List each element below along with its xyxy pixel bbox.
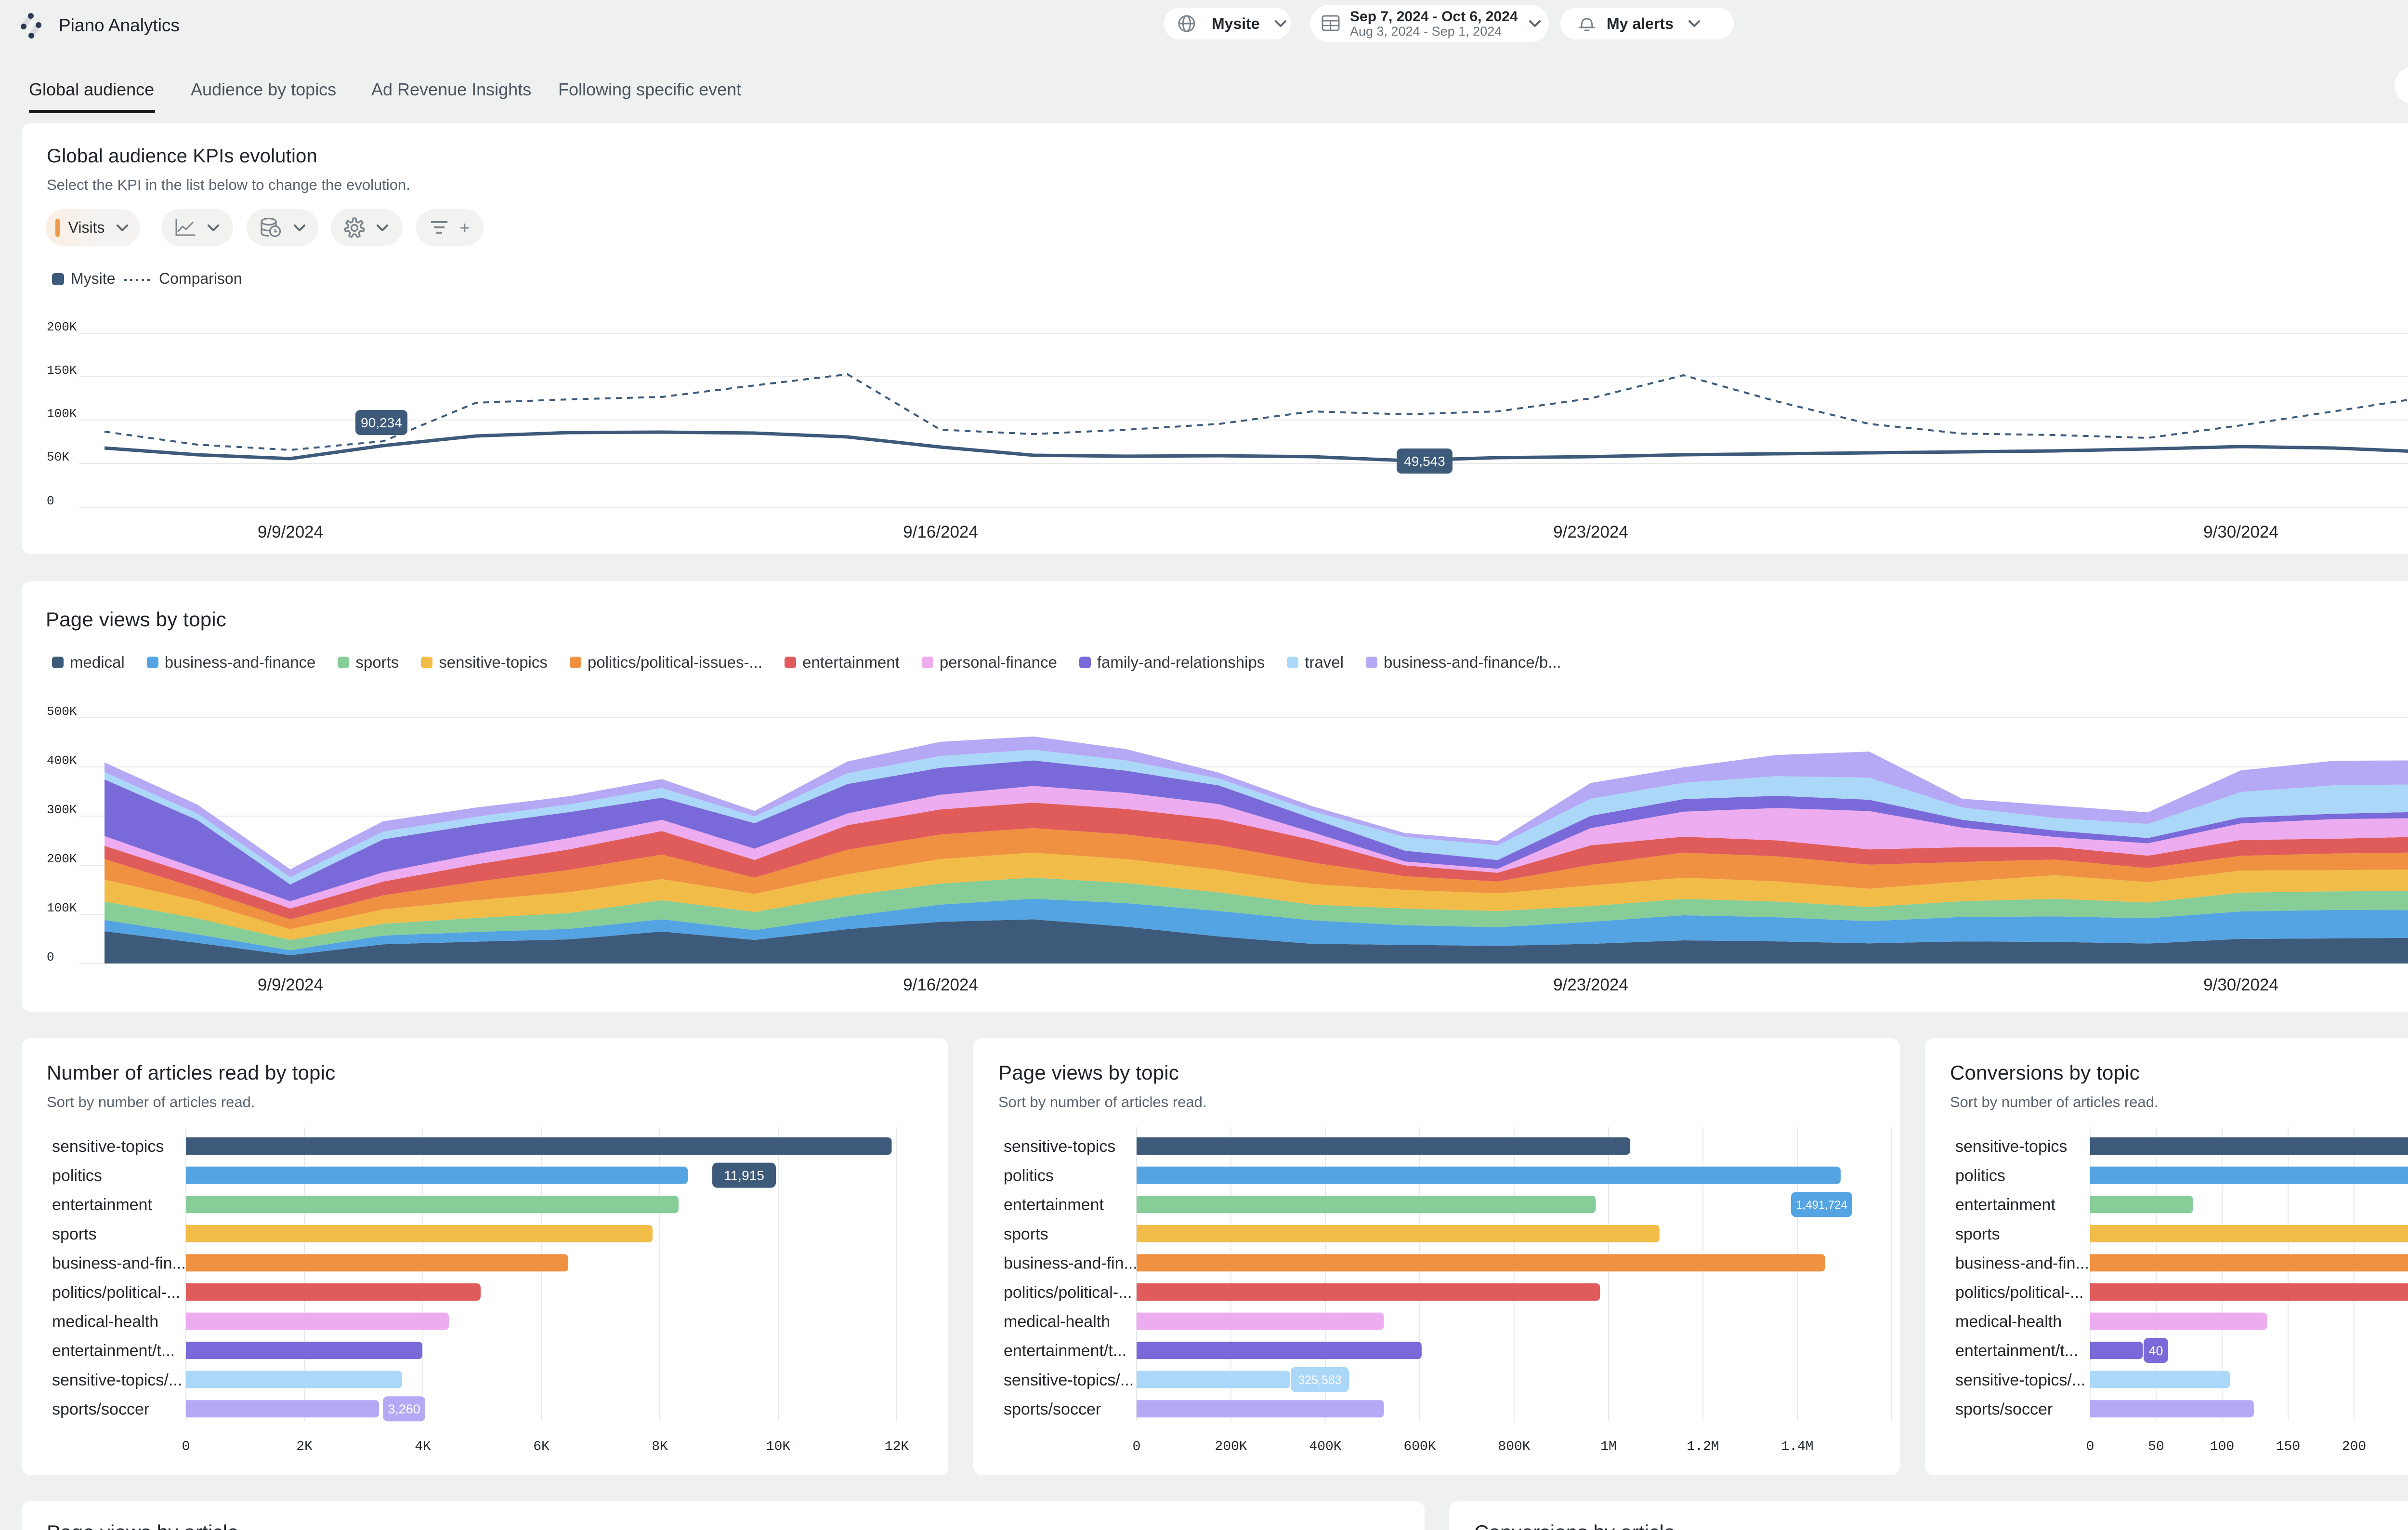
svg-text:100K: 100K (47, 901, 77, 915)
svg-text:100: 100 (2210, 1439, 2234, 1454)
svg-text:entertainment/t...: entertainment/t... (52, 1342, 175, 1360)
svg-text:1.4M: 1.4M (1781, 1439, 1813, 1454)
svg-text:9/16/2024: 9/16/2024 (903, 976, 978, 994)
svg-text:entertainment/t...: entertainment/t... (1004, 1342, 1126, 1360)
svg-text:entertainment: entertainment (52, 1196, 152, 1214)
svg-text:sports: sports (52, 1225, 97, 1243)
svg-text:sports: sports (1955, 1225, 2000, 1243)
svg-text:200K: 200K (47, 320, 77, 334)
svg-text:sports/soccer: sports/soccer (1955, 1400, 2053, 1418)
svg-text:medical-health: medical-health (1955, 1313, 2062, 1331)
svg-text:politics: politics (52, 1167, 102, 1185)
svg-text:sports/soccer: sports/soccer (1004, 1400, 1101, 1418)
svg-text:12K: 12K (885, 1439, 909, 1454)
svg-text:9/30/2024: 9/30/2024 (2203, 523, 2278, 541)
svg-text:0: 0 (182, 1439, 190, 1454)
svg-text:2K: 2K (296, 1439, 313, 1454)
svg-text:10K: 10K (766, 1439, 791, 1454)
svg-text:sensitive-topics: sensitive-topics (1004, 1137, 1115, 1156)
svg-text:entertainment: entertainment (1004, 1196, 1104, 1214)
svg-text:politics: politics (1004, 1167, 1054, 1185)
svg-text:0: 0 (2086, 1439, 2094, 1454)
svg-text:0: 0 (47, 494, 54, 508)
svg-text:325,583: 325,583 (1298, 1373, 1341, 1387)
svg-text:500K: 500K (47, 704, 77, 719)
svg-text:medical-health: medical-health (1004, 1313, 1110, 1331)
svg-text:150: 150 (2276, 1439, 2300, 1454)
svg-text:300K: 300K (47, 803, 77, 817)
svg-text:6K: 6K (533, 1439, 550, 1454)
svg-text:9/23/2024: 9/23/2024 (1553, 523, 1628, 541)
svg-text:40: 40 (2148, 1344, 2163, 1358)
svg-text:9/30/2024: 9/30/2024 (2203, 976, 2278, 994)
svg-text:9/23/2024: 9/23/2024 (1553, 976, 1628, 994)
svg-text:8K: 8K (652, 1439, 668, 1454)
svg-text:sports: sports (1004, 1225, 1048, 1243)
svg-text:800K: 800K (1498, 1439, 1530, 1454)
svg-text:politics/political-...: politics/political-... (1955, 1283, 2083, 1302)
svg-text:200: 200 (2342, 1439, 2366, 1454)
svg-text:sensitive-topics/...: sensitive-topics/... (1004, 1371, 1134, 1389)
svg-text:sensitive-topics/...: sensitive-topics/... (52, 1371, 182, 1389)
svg-text:entertainment/t...: entertainment/t... (1955, 1342, 2078, 1360)
svg-text:400K: 400K (47, 753, 77, 768)
svg-text:200K: 200K (1215, 1439, 1247, 1454)
svg-text:90,234: 90,234 (361, 415, 402, 430)
svg-text:100K: 100K (47, 407, 77, 421)
svg-text:1.2M: 1.2M (1687, 1439, 1719, 1454)
svg-text:politics/political-...: politics/political-... (1004, 1283, 1132, 1302)
svg-text:0: 0 (47, 950, 54, 964)
svg-text:sensitive-topics: sensitive-topics (1955, 1137, 2067, 1156)
svg-text:medical-health: medical-health (52, 1313, 158, 1331)
svg-text:9/9/2024: 9/9/2024 (258, 976, 323, 994)
svg-text:150K: 150K (47, 363, 77, 378)
svg-text:9/16/2024: 9/16/2024 (903, 523, 978, 541)
svg-text:50: 50 (2148, 1439, 2164, 1454)
svg-text:11,915: 11,915 (724, 1168, 764, 1183)
svg-text:4K: 4K (415, 1439, 431, 1454)
svg-text:49,543: 49,543 (1404, 454, 1445, 469)
svg-text:1M: 1M (1600, 1439, 1617, 1454)
svg-text:9/9/2024: 9/9/2024 (258, 523, 323, 541)
svg-text:sensitive-topics/...: sensitive-topics/... (1955, 1371, 2085, 1389)
svg-text:business-and-fin...: business-and-fin... (1955, 1254, 2089, 1272)
svg-text:politics/political-...: politics/political-... (52, 1283, 180, 1302)
svg-text:50K: 50K (47, 450, 69, 464)
svg-text:1,491,724: 1,491,724 (1796, 1199, 1847, 1212)
svg-text:business-and-fin...: business-and-fin... (1004, 1254, 1138, 1272)
svg-text:entertainment: entertainment (1955, 1196, 2055, 1214)
svg-text:600K: 600K (1403, 1439, 1436, 1454)
svg-text:sensitive-topics: sensitive-topics (52, 1137, 164, 1156)
svg-text:0: 0 (1133, 1439, 1141, 1454)
svg-text:sports/soccer: sports/soccer (52, 1400, 149, 1418)
svg-text:3,260: 3,260 (388, 1402, 420, 1416)
svg-text:400K: 400K (1309, 1439, 1341, 1454)
svg-text:200K: 200K (47, 852, 77, 866)
svg-text:business-and-fin...: business-and-fin... (52, 1254, 186, 1272)
svg-text:politics: politics (1955, 1167, 2005, 1185)
